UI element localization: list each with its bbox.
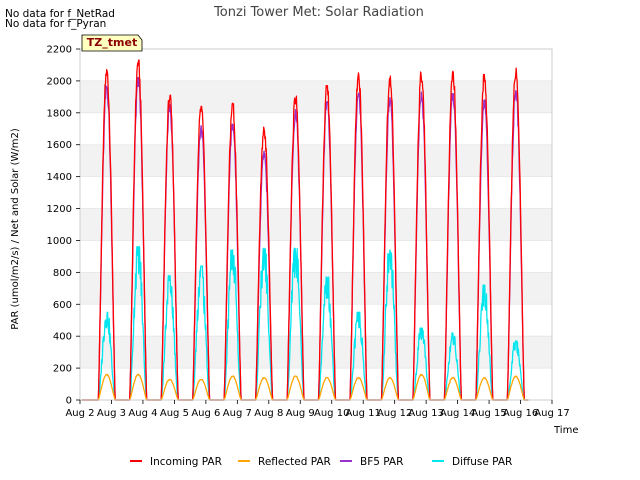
x-tick-label: Aug 16	[503, 408, 538, 419]
y-tick-label: 400	[53, 332, 72, 343]
y-tick-label: 1800	[47, 108, 72, 119]
plot-frame	[79, 48, 553, 401]
annotation-box: TZ_tmet	[81, 34, 143, 52]
x-tick-label: Aug 9	[286, 408, 315, 419]
x-tick-label: Aug 2	[65, 408, 94, 419]
y-tick-label: 1400	[47, 172, 72, 183]
grid-band	[80, 144, 552, 177]
x-tick-label: Aug 15	[471, 408, 506, 419]
x-axis: Aug 2 Aug 3 Aug 4 Aug 5 Aug 6 Aug 7 Aug 8 Aug 9…	[65, 400, 570, 419]
legend-label: Diffuse PAR	[452, 456, 512, 468]
grid-band	[80, 336, 552, 369]
x-tick-label: Aug 14	[440, 408, 475, 419]
no-data-notice-pyran: No data for f_Pyran	[5, 18, 107, 30]
y-tick-label: 1000	[47, 236, 72, 247]
x-tick-label: Aug 7	[223, 408, 252, 419]
y-tick-label: 2200	[47, 45, 72, 56]
x-tick-label: Aug 5	[160, 408, 189, 419]
grid-band	[80, 208, 552, 241]
legend: Incoming PAR Reflected PAR BF5 PAR Diffuse …	[130, 456, 512, 468]
x-tick-label: Aug 11	[345, 408, 380, 419]
x-tick-label: Aug 3	[97, 408, 126, 419]
legend-label: BF5 PAR	[360, 456, 403, 468]
y-axis: 0 200 400 600 800 1000 1200 1400 1600 1800 2000 220…	[47, 45, 80, 407]
no-data-notice-netrad: No data for f_NetRad	[5, 8, 115, 20]
legend-label: Incoming PAR	[150, 456, 222, 468]
y-tick-label: 2000	[47, 76, 72, 87]
x-tick-label: Aug 17	[534, 408, 569, 419]
y-tick-label: 1600	[47, 140, 72, 151]
y-tick-label: 800	[53, 268, 72, 279]
x-tick-label: Aug 6	[191, 408, 220, 419]
x-tick-label: Aug 4	[128, 408, 157, 419]
y-tick-label: 600	[53, 300, 72, 311]
y-tick-label: 1200	[47, 204, 72, 215]
grid-bands	[80, 48, 552, 401]
annotation-label: TZ_tmet	[87, 36, 137, 49]
x-tick-label: Aug 12	[377, 408, 412, 419]
grid-band	[80, 272, 552, 305]
y-axis-label: PAR (umol/m2/s) / Net and Solar (W/m2)	[10, 128, 21, 330]
y-tick-label: 200	[53, 364, 72, 375]
x-axis-label: Time	[553, 425, 578, 436]
x-tick-label: Aug 8	[254, 408, 283, 419]
y-tick-label: 0	[66, 396, 72, 407]
x-tick-label: Aug 10	[314, 408, 349, 419]
legend-label: Reflected PAR	[258, 456, 331, 468]
chart-title: Tonzi Tower Met: Solar Radiation	[213, 5, 424, 20]
x-tick-label: Aug 13	[408, 408, 443, 419]
grid-band	[80, 80, 552, 113]
